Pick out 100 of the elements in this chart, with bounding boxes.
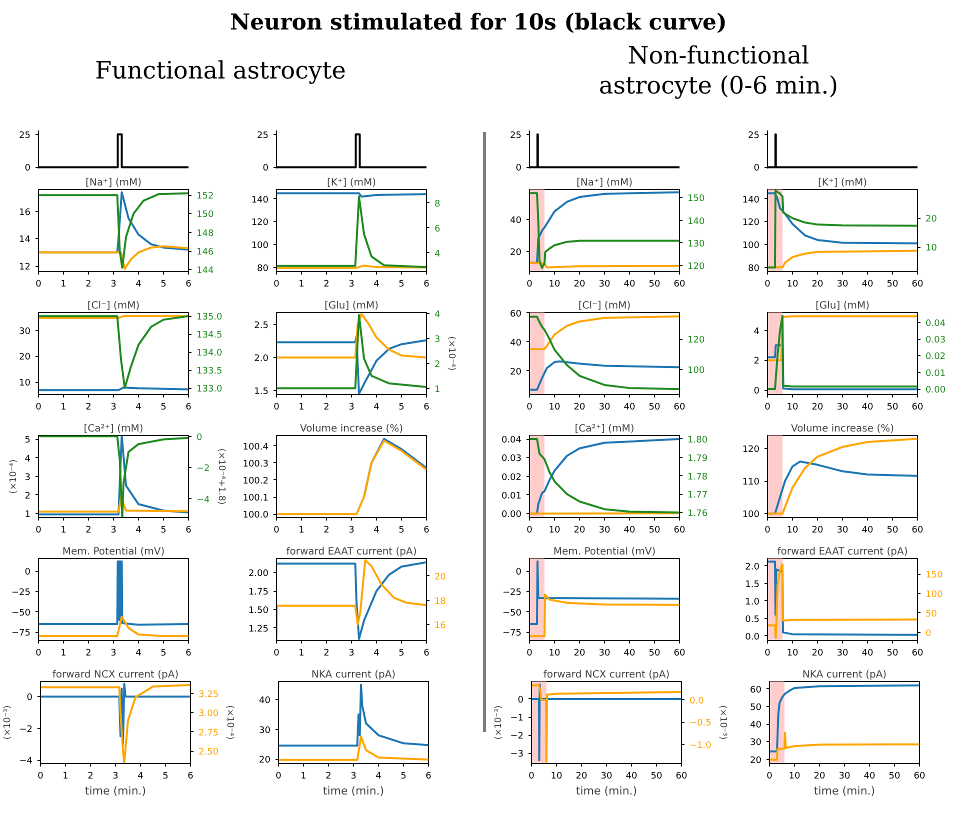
y-tick-label: −2	[510, 732, 524, 742]
y2-tick-label: 135.0	[196, 312, 223, 323]
y2-tick-label: 18	[434, 596, 446, 607]
x-tick-label: 60	[912, 402, 924, 412]
x-axis-title: time (min.)	[576, 784, 638, 798]
y-tick-label: 25	[510, 130, 522, 141]
y-tick-label: 30	[750, 738, 762, 748]
x-tick-label: 30	[836, 280, 848, 290]
y-tick-label: −1	[510, 714, 524, 724]
x-tick-label: 1	[298, 280, 304, 290]
y-tick-label: 20	[750, 756, 762, 766]
y2-tick-label: 1	[434, 384, 440, 395]
y-tick-label: 40	[510, 338, 522, 348]
x-tick-label: 50	[648, 402, 660, 412]
x-tick-label: 4	[136, 402, 142, 412]
x-tick-label: 40	[862, 648, 874, 658]
x-tick-label: 60	[914, 772, 926, 782]
y-tick-label: 120	[251, 218, 269, 228]
x-tick-label: 4	[136, 280, 142, 290]
line-series	[278, 684, 428, 747]
x-tick-label: 30	[838, 772, 850, 782]
y2-tick-label: 134.5	[196, 330, 222, 341]
y2-tick-label: 134.0	[196, 348, 223, 359]
y-tick-label: −3	[510, 750, 524, 760]
y-tick-label: 0.01	[501, 491, 522, 502]
y-tick-label: 60	[750, 685, 762, 696]
x-tick-label: 10	[548, 648, 560, 658]
y-tick-label: 12	[19, 262, 30, 273]
x-tick-label: 10	[788, 772, 800, 782]
y-tick-label: 25	[257, 130, 268, 141]
y-tick-label: 4	[754, 326, 760, 337]
y2-tick-label: 20	[926, 214, 938, 225]
line-series	[530, 594, 680, 638]
y2-tick-label: 0	[926, 628, 932, 639]
x-tick-label: 4	[374, 648, 380, 658]
x-tick-label: 10	[786, 402, 798, 412]
y-tick-label: 1.50	[248, 606, 269, 616]
x-tick-label: 2	[86, 526, 92, 536]
x-tick-label: 5	[398, 402, 404, 412]
chart-title: [Glu] (mM)	[324, 300, 379, 312]
x-tick-label: 50	[650, 772, 662, 782]
x-tick-label: 3	[348, 526, 354, 536]
y2-tick-label: 20	[434, 572, 446, 582]
y2-tick-label: 1.77	[688, 490, 708, 501]
x-tick-label: 30	[598, 526, 610, 536]
x-tick-label: 2	[88, 772, 94, 782]
x-tick-label: 1	[62, 772, 68, 782]
y-tick-label: −25	[502, 588, 522, 598]
y2-tick-label: 1.76	[688, 509, 708, 520]
y-tick-label: 2.0	[254, 354, 269, 364]
y-tick-label: 0	[262, 164, 269, 174]
x-tick-label: 20	[574, 648, 586, 658]
x-tick-label: 0	[766, 772, 773, 782]
x-tick-label: 3	[348, 648, 354, 658]
x-tick-label: 0	[274, 526, 280, 536]
y-axis-title: (×10⁻⁴)	[8, 459, 19, 494]
x-tick-label: 20	[574, 526, 586, 536]
x-tick-label: 6	[424, 526, 430, 536]
y-tick-label: 100	[742, 241, 760, 252]
chart-title: forward EAAT current (pA)	[777, 546, 908, 558]
y2-tick-label: −4	[196, 495, 210, 506]
x-tick-label: 1	[300, 772, 306, 782]
y2-tick-label: 3.00	[198, 709, 219, 720]
x-tick-label: 0	[764, 526, 771, 536]
line-series	[768, 190, 918, 268]
y-tick-label: 0	[24, 164, 31, 174]
x-tick-label: 30	[600, 772, 612, 782]
line-series	[530, 316, 680, 390]
line-series	[38, 315, 188, 390]
y2-axis-title: (×10⁻⁴)	[224, 705, 235, 740]
y-tick-label: 1.5	[254, 387, 269, 398]
x-tick-label: 6	[188, 772, 194, 782]
chart-title: [Cl⁻] (mM)	[87, 300, 140, 312]
y2-tick-label: 2.75	[198, 728, 219, 738]
x-tick-label: 5	[398, 648, 404, 658]
y-tick-label: −75	[502, 628, 522, 639]
x-tick-label: 3	[110, 280, 116, 290]
line-series	[276, 196, 426, 268]
x-tick-label: 3	[110, 648, 116, 658]
x-tick-label: 3	[348, 280, 354, 290]
x-tick-label: 50	[886, 402, 898, 412]
x-tick-label: 0	[764, 402, 771, 412]
chart-title: Volume increase (%)	[791, 424, 894, 434]
line-series	[530, 315, 680, 350]
x-tick-label: 3	[110, 526, 116, 536]
text: Non-functional astrocyte (0-6 min.)	[598, 42, 838, 100]
y-tick-label: −50	[12, 608, 31, 618]
x-tick-label: 5	[162, 772, 168, 782]
x-tick-label: 2	[86, 648, 92, 658]
x-tick-label: 20	[574, 402, 586, 412]
x-tick-label: 0	[526, 280, 533, 290]
x-tick-label: 20	[812, 280, 824, 290]
x-tick-label: 50	[886, 526, 898, 536]
x-axis-title: time (min.)	[814, 784, 876, 798]
x-tick-label: 4	[136, 526, 142, 536]
y-tick-label: 0.02	[501, 472, 522, 483]
chart-title: [Glu] (mM)	[815, 300, 870, 312]
x-tick-label: 30	[836, 402, 848, 412]
y-tick-label: −4	[19, 756, 33, 767]
y2-tick-label: 50	[926, 609, 938, 620]
